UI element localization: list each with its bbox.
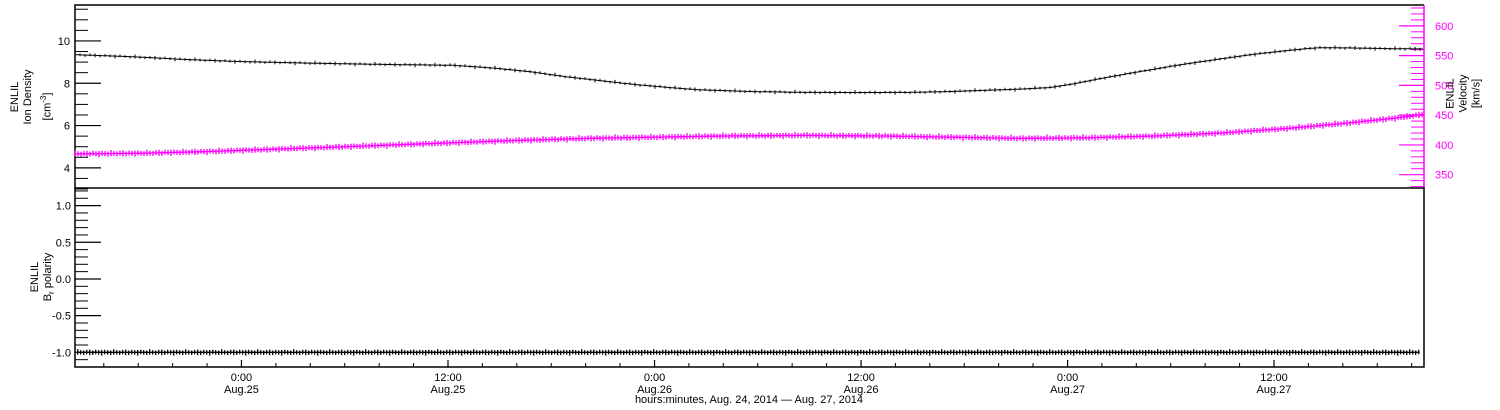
- polarity-tick-label: 1.0: [56, 201, 71, 213]
- series-markers-velocity: [74, 111, 1423, 158]
- polarity-axis-title-line2: Br polarity: [42, 207, 57, 347]
- polarity-tick-label: -0.5: [52, 311, 71, 323]
- top-panel-border: [74, 4, 1424, 189]
- time-tick-label-date: Aug.27: [1050, 384, 1085, 396]
- density-axis-title: ENLIL Ion Density: [9, 27, 35, 167]
- series-markers-polarity: [77, 349, 1420, 356]
- density-unit-post: ]: [41, 92, 54, 96]
- time-tick-label-date: Aug.25: [224, 384, 259, 396]
- velocity-tick-label: 550: [1435, 51, 1453, 63]
- velocity-axis-title-line3: [km/s]: [1470, 78, 1483, 109]
- polarity-b-subscript: r: [47, 291, 57, 294]
- series-line-density: [74, 47, 1423, 94]
- density-tick-label: 10: [58, 36, 70, 48]
- time-tick-label-hour: 12:00: [847, 372, 875, 384]
- velocity-tick-label: 450: [1435, 110, 1453, 122]
- polarity-axis-title-line1: ENLIL: [29, 261, 41, 293]
- series-markers-density: [74, 45, 1421, 95]
- velocity-tick-label: 400: [1435, 140, 1453, 152]
- time-tick-label-hour: 12:00: [1260, 372, 1288, 384]
- density-unit-pre: [cm: [41, 102, 54, 121]
- velocity-axis-title: ENLIL Velocity [km/s]: [1445, 24, 1484, 164]
- polarity-tick-label: 0.5: [56, 237, 71, 249]
- polarity-axis-title: ENLIL Br polarity: [29, 207, 57, 347]
- density-tick-label: 6: [64, 121, 70, 133]
- density-axis-unit: [cm-3]: [38, 77, 55, 137]
- density-tick-label: 8: [64, 78, 70, 90]
- time-tick-label-hour: 0:00: [1057, 372, 1078, 384]
- velocity-axis-title-line2: Velocity: [1457, 74, 1470, 113]
- polarity-tick-label: 0.0: [56, 274, 71, 286]
- density-axis-title-line1: ENLIL: [9, 81, 21, 113]
- velocity-tick-label: 600: [1435, 21, 1453, 33]
- density-tick-label: 4: [64, 163, 70, 175]
- time-tick-label-date: Aug.26: [637, 384, 672, 396]
- time-tick-label-date: Aug.26: [844, 384, 879, 396]
- time-tick-label-hour: 0:00: [231, 372, 252, 384]
- x-axis-title: hours:minutes, Aug. 24, 2014 — Aug. 27, …: [634, 394, 864, 406]
- density-axis-title-line2: Ion Density: [22, 69, 34, 125]
- time-tick-label-hour: 12:00: [434, 372, 462, 384]
- time-tick-label-date: Aug.25: [431, 384, 466, 396]
- time-tick-label-hour: 0:00: [644, 372, 665, 384]
- polarity-b-symbol: B: [42, 293, 54, 302]
- velocity-tick-label: 350: [1435, 170, 1453, 182]
- polarity-tick-label: -1.0: [52, 347, 71, 359]
- velocity-tick-label: 500: [1435, 80, 1453, 92]
- velocity-axis-title-line1: ENLIL: [1444, 78, 1457, 109]
- bottom-panel-border: [74, 187, 1425, 368]
- polarity-b-post: polarity: [42, 252, 54, 292]
- time-tick-label-date: Aug.27: [1257, 384, 1292, 396]
- density-unit-exponent: -3: [38, 95, 48, 103]
